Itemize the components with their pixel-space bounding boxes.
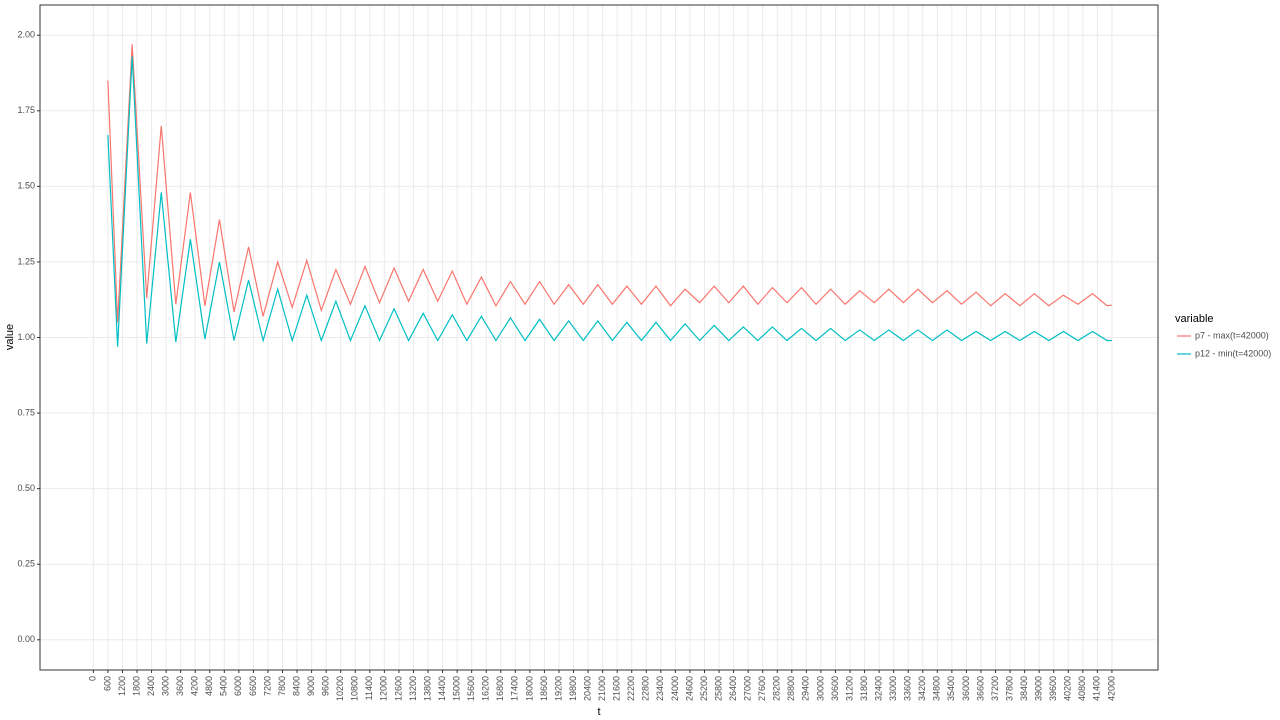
x-tick-label: 27600	[757, 676, 767, 701]
x-tick-label: 3600	[175, 676, 185, 696]
x-tick-label: 30000	[815, 676, 825, 701]
x-tick-label: 6600	[248, 676, 258, 696]
x-tick-label: 37800	[1004, 676, 1014, 701]
y-tick-label: 0.50	[17, 483, 35, 493]
x-tick-label: 21600	[612, 676, 622, 701]
x-tick-label: 41400	[1092, 676, 1102, 701]
x-tick-label: 28200	[772, 676, 782, 701]
y-tick-label: 1.25	[17, 256, 35, 266]
y-tick-label: 2.00	[17, 30, 35, 40]
x-tick-label: 24000	[670, 676, 680, 701]
x-axis-title: t	[597, 706, 600, 718]
x-tick-label: 15600	[466, 676, 476, 701]
x-tick-label: 16200	[481, 676, 491, 701]
x-tick-label: 2400	[146, 676, 156, 696]
x-tick-label: 39600	[1048, 676, 1058, 701]
series-line	[107, 44, 1112, 323]
x-tick-label: 27000	[743, 676, 753, 701]
x-tick-label: 25200	[699, 676, 709, 701]
x-tick-label: 22200	[626, 676, 636, 701]
x-tick-label: 7800	[277, 676, 287, 696]
x-tick-label: 34800	[932, 676, 942, 701]
x-tick-label: 18600	[539, 676, 549, 701]
series-line	[107, 56, 1112, 347]
x-tick-label: 10200	[335, 676, 345, 701]
x-tick-label: 21000	[597, 676, 607, 701]
x-tick-label: 36600	[975, 676, 985, 701]
x-tick-label: 19800	[568, 676, 578, 701]
x-tick-label: 18000	[524, 676, 534, 701]
x-tick-label: 42000	[1106, 676, 1116, 701]
x-tick-label: 30600	[830, 676, 840, 701]
axes: 0.00 0.25 0.50 0.75 1.00 1.25 1.50 1.75 2.00 0 600…	[17, 30, 1116, 701]
x-tick-label: 8400	[291, 676, 301, 696]
x-tick-label: 13800	[422, 676, 432, 701]
x-tick-label: 4200	[190, 676, 200, 696]
x-tick-label: 38400	[1019, 676, 1029, 701]
x-tick-label: 20400	[582, 676, 592, 701]
x-tick-label: 3000	[160, 676, 170, 696]
x-tick-label: 9000	[306, 676, 316, 696]
legend-label: p12 - min(t=42000)	[1195, 348, 1271, 358]
x-tick-label: 31800	[859, 676, 869, 701]
y-tick-label: 0.00	[17, 634, 35, 644]
x-tick-label: 40200	[1063, 676, 1073, 701]
x-tick-label: 1200	[117, 676, 127, 696]
x-tick-label: 33600	[903, 676, 913, 701]
y-axis-title: value	[4, 324, 16, 350]
y-tick-label: 0.75	[17, 407, 35, 417]
lines	[107, 44, 1112, 347]
x-tick-label: 5400	[219, 676, 229, 696]
x-tick-label: 16800	[495, 676, 505, 701]
x-tick-label: 36000	[961, 676, 971, 701]
x-tick-label: 6000	[233, 676, 243, 696]
x-tick-label: 13200	[408, 676, 418, 701]
x-tick-label: 17400	[510, 676, 520, 701]
x-tick-label: 11400	[364, 676, 374, 700]
x-tick-label: 29400	[801, 676, 811, 701]
x-tick-label: 37200	[990, 676, 1000, 701]
x-tick-label: 26400	[728, 676, 738, 701]
y-tick-label: 1.50	[17, 181, 35, 191]
y-tick-label: 1.00	[17, 332, 35, 342]
x-tick-label: 35400	[946, 676, 956, 701]
x-tick-label: 31200	[844, 676, 854, 701]
x-tick-label: 24600	[684, 676, 694, 701]
x-tick-label: 600	[102, 676, 112, 691]
legend-title: variable	[1175, 313, 1214, 325]
x-tick-label: 7200	[262, 676, 272, 696]
x-tick-label: 34200	[917, 676, 927, 701]
x-tick-label: 14400	[437, 676, 447, 701]
y-tick-label: 0.25	[17, 559, 35, 569]
x-tick-label: 25800	[713, 676, 723, 701]
x-tick-label: 22800	[641, 676, 651, 701]
x-tick-label: 4800	[204, 676, 214, 696]
x-tick-label: 23400	[655, 676, 665, 701]
x-tick-label: 33000	[888, 676, 898, 701]
x-tick-label: 40800	[1077, 676, 1087, 701]
x-tick-label: 12600	[393, 676, 403, 701]
legend-label: p7 - max(t=42000)	[1195, 330, 1269, 340]
x-tick-label: 1800	[131, 676, 141, 696]
x-tick-label: 28800	[786, 676, 796, 701]
x-tick-label: 15000	[452, 676, 462, 701]
x-tick-label: 10800	[350, 676, 360, 701]
legend: variable p7 - max(t=42000) p12 - min(t=42…	[1175, 313, 1271, 358]
y-tick-label: 1.75	[17, 105, 35, 115]
x-tick-label: 9600	[321, 676, 331, 696]
x-tick-label: 32400	[873, 676, 883, 701]
x-tick-label: 12000	[379, 676, 389, 701]
x-tick-label: 19200	[553, 676, 563, 701]
x-tick-label: 39000	[1034, 676, 1044, 701]
x-tick-label: 0	[88, 676, 98, 681]
